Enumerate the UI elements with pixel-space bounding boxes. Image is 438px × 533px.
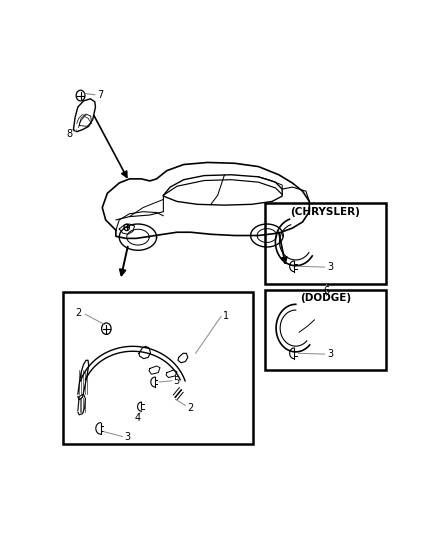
- Text: 1: 1: [223, 311, 229, 320]
- Text: 3: 3: [124, 432, 131, 442]
- Text: 7: 7: [98, 90, 104, 100]
- Text: (CHRYSLER): (CHRYSLER): [290, 207, 360, 217]
- Text: 3: 3: [327, 349, 333, 359]
- Bar: [265, 289, 386, 370]
- Text: 6: 6: [323, 286, 329, 295]
- Text: 2: 2: [75, 309, 81, 319]
- Text: 8: 8: [66, 129, 72, 139]
- Text: 2: 2: [187, 403, 194, 413]
- Text: (DODGE): (DODGE): [300, 293, 351, 303]
- Text: 4: 4: [134, 413, 141, 423]
- Text: 5: 5: [173, 376, 179, 386]
- Text: 3: 3: [327, 262, 333, 272]
- Bar: [63, 292, 253, 443]
- Bar: [265, 204, 386, 284]
